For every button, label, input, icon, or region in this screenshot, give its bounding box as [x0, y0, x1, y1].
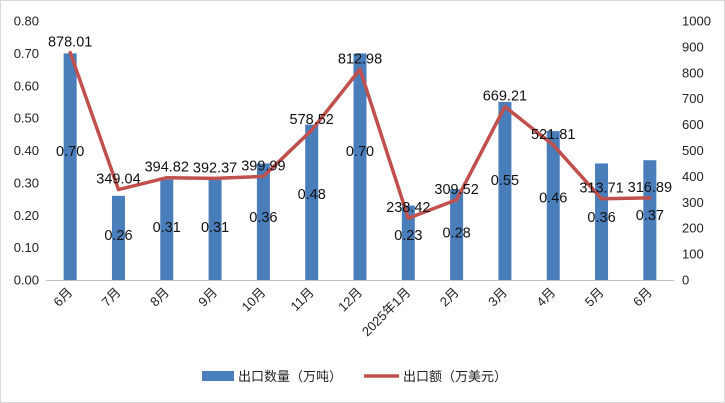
line-point — [358, 67, 362, 71]
x-axis-tick-label: 9月 — [195, 285, 220, 310]
left-axis-tick-label: 0.60 — [14, 78, 39, 93]
line-value-label: 394.82 — [145, 160, 189, 176]
line-point — [455, 198, 459, 202]
line-point — [261, 174, 265, 178]
line-value-label: 878.01 — [48, 35, 92, 51]
right-axis-tick-label: 900 — [682, 39, 704, 54]
bar-series — [63, 53, 657, 280]
bar-value-label: 0.36 — [587, 210, 615, 226]
x-axis-tick-label: 8月 — [147, 285, 172, 310]
bar-value-label: 0.23 — [394, 228, 422, 244]
bar-value-label: 0.46 — [539, 191, 567, 207]
line-point — [551, 143, 555, 147]
bar — [498, 101, 512, 280]
x-axis-tick-label: 6月 — [50, 285, 75, 310]
bar — [353, 53, 367, 280]
line-value-label: 309.52 — [434, 182, 478, 198]
left-axis-tick-label: 0.10 — [14, 240, 39, 255]
line-value-label: 812.98 — [338, 51, 382, 67]
left-axis-tick-label: 0.70 — [14, 46, 39, 61]
legend-line-label: 出口额（万美元） — [403, 369, 507, 384]
x-axis-tick-label: 5月 — [582, 285, 607, 310]
left-axis-tick-label: 0.50 — [14, 111, 39, 126]
bar-value-label: 0.26 — [104, 228, 132, 244]
right-axis-tick-label: 600 — [682, 117, 704, 132]
line-value-label: 578.52 — [290, 112, 334, 128]
x-axis-tick-label: 2025年1月 — [359, 285, 414, 340]
right-axis-tick-label: 400 — [682, 169, 704, 184]
bar — [111, 195, 125, 280]
line-point — [310, 128, 314, 132]
right-axis-tick-label: 0 — [682, 273, 689, 288]
x-axis-tick-label: 10月 — [238, 285, 268, 315]
line-point — [68, 51, 72, 55]
line-point — [116, 188, 120, 192]
bar-value-label: 0.28 — [442, 226, 470, 242]
bar-value-label: 0.36 — [249, 210, 277, 226]
line-point — [213, 176, 217, 180]
bar — [305, 124, 319, 280]
x-axis-tick-label: 12月 — [335, 285, 365, 315]
line-value-label: 349.04 — [96, 172, 140, 188]
left-axis-tick-label: 0.40 — [14, 143, 39, 158]
bar-value-label: 0.48 — [298, 187, 326, 203]
line-value-label: 521.81 — [531, 127, 575, 143]
x-axis-tick-label: 7月 — [99, 285, 124, 310]
legend-bar-swatch — [202, 371, 234, 381]
line-point — [406, 216, 410, 220]
bar — [256, 163, 270, 280]
left-axis-tick-label: 0.80 — [14, 14, 39, 29]
line-value-label: 313.71 — [579, 181, 623, 197]
bar-value-label: 0.31 — [201, 220, 229, 236]
bar — [401, 205, 415, 280]
bar-value-label: 0.37 — [636, 208, 664, 224]
bar — [160, 179, 174, 280]
bar — [450, 189, 464, 280]
line-series — [68, 50, 652, 220]
bar-value-label: 0.70 — [346, 144, 374, 160]
bar-value-label: 0.70 — [56, 144, 84, 160]
left-axis: 0.00 0.10 0.20 0.30 0.40 0.50 0.60 0.70 0.80 — [14, 14, 39, 288]
right-axis-tick-label: 300 — [682, 195, 704, 210]
bar-value-label: 0.55 — [491, 173, 519, 189]
x-axis-tick-label: 4月 — [533, 285, 558, 310]
left-axis-tick-label: 0.20 — [14, 208, 39, 223]
bar-value-label: 0.31 — [153, 220, 181, 236]
left-axis-tick-label: 0.00 — [14, 273, 39, 288]
right-axis: 0 100 200 300 400 500 600 700 800 900 1000 — [682, 14, 711, 288]
right-axis-tick-label: 1000 — [682, 14, 711, 29]
right-axis-tick-label: 500 — [682, 143, 704, 158]
line-point — [503, 105, 507, 109]
bar — [546, 131, 560, 280]
right-axis-tick-label: 100 — [682, 247, 704, 262]
line-point — [600, 197, 604, 201]
line-value-label: 392.37 — [193, 160, 237, 176]
bar — [208, 179, 222, 280]
left-axis-tick-label: 0.30 — [14, 175, 39, 190]
right-axis-tick-label: 700 — [682, 91, 704, 106]
line-value-label: 669.21 — [483, 89, 527, 105]
bar — [63, 53, 77, 280]
x-axis-tick-label: 6月 — [630, 285, 655, 310]
x-axis-tick-label: 3月 — [485, 285, 510, 310]
line-value-label: 399.99 — [241, 158, 285, 174]
line-point — [165, 176, 169, 180]
legend: 出口数量（万吨） 出口额（万美元） — [202, 369, 507, 384]
line-value-label: 238.42 — [386, 200, 430, 216]
data-labels: 0.70 0.26 0.31 0.31 0.36 0.48 0.70 0.23 0.28 0.55… — [48, 35, 672, 244]
bar — [643, 160, 657, 280]
right-axis-tick-label: 800 — [682, 65, 704, 80]
line-point — [648, 196, 652, 200]
legend-bar-label: 出口数量（万吨） — [238, 369, 342, 384]
right-axis-tick-label: 200 — [682, 221, 704, 236]
x-axis-tick-label: 11月 — [287, 285, 316, 314]
x-axis-tick-label: 2月 — [437, 285, 462, 310]
line-value-label: 316.89 — [628, 180, 672, 196]
